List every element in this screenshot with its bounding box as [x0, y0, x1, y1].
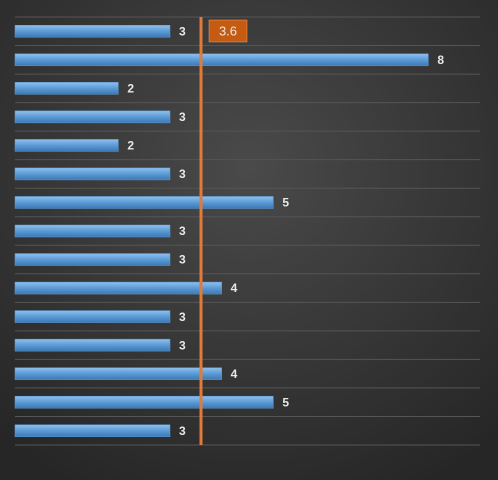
value-label: 3: [179, 310, 186, 324]
value-label: 3: [179, 167, 186, 181]
value-label: 2: [127, 82, 134, 96]
value-label: 3: [179, 424, 186, 438]
bar: [14, 395, 274, 409]
value-label: 4: [231, 367, 238, 381]
bar: [14, 253, 171, 266]
bar: [14, 424, 171, 437]
value-label: 5: [282, 395, 289, 409]
bar: [14, 82, 119, 95]
value-label: 5: [282, 196, 289, 210]
bar: [14, 139, 119, 152]
reference-label-box: [208, 19, 248, 43]
bar: [14, 367, 222, 380]
value-label: 3: [179, 110, 186, 124]
bar: [14, 224, 171, 238]
bar: [14, 25, 171, 38]
bar: [14, 281, 222, 295]
value-label: 8: [437, 53, 444, 67]
value-label: 3: [179, 253, 186, 267]
value-label: 2: [127, 139, 134, 153]
bar: [14, 310, 171, 323]
bar: [14, 167, 171, 181]
value-label: 3: [179, 338, 186, 352]
bar: [14, 196, 274, 209]
reference-label: 3.6: [219, 23, 237, 38]
bar: [14, 338, 171, 352]
bar: [14, 53, 429, 67]
value-label: 3: [179, 224, 186, 238]
value-label: 4: [231, 281, 238, 295]
bar: [14, 110, 171, 124]
value-label: 3: [179, 24, 186, 38]
